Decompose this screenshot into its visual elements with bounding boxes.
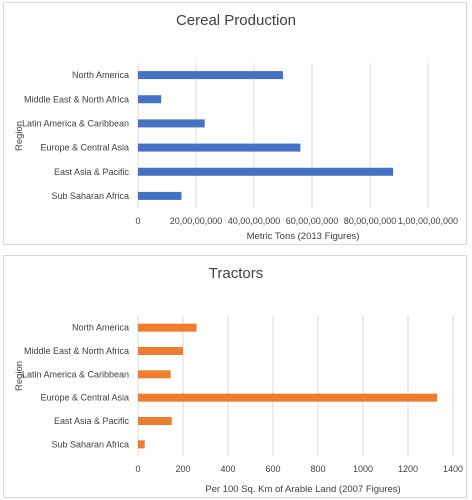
bar bbox=[138, 370, 171, 379]
chart-title: Cereal Production bbox=[176, 12, 296, 29]
cereal-production-svg: Cereal Production Metric Tons (2013 Figu… bbox=[14, 12, 458, 242]
category-label: East Asia & Pacific bbox=[54, 167, 130, 177]
cereal-production-chart: Cereal Production Metric Tons (2013 Figu… bbox=[3, 2, 467, 245]
category-label: North America bbox=[72, 323, 129, 333]
x-tick-label: 40,00,00,000 bbox=[228, 216, 281, 226]
bar bbox=[138, 119, 205, 128]
bar bbox=[138, 71, 283, 80]
x-tick-label: 200 bbox=[175, 464, 190, 474]
tractors-svg: Tractors Per 100 Sq. Km of Arable Land (… bbox=[14, 265, 463, 495]
x-tick-label: 20,00,00,000 bbox=[170, 216, 223, 226]
bar bbox=[138, 143, 301, 152]
x-tick-label: 60,00,00,000 bbox=[286, 216, 339, 226]
x-tick-label: 1400 bbox=[443, 464, 463, 474]
x-tick-label: 1200 bbox=[398, 464, 418, 474]
y-axis-label: Region bbox=[14, 361, 25, 391]
category-label: Middle East & North Africa bbox=[24, 346, 129, 356]
x-axis-label: Per 100 Sq. Km of Arable Land (2007 Figu… bbox=[205, 484, 400, 495]
bar bbox=[138, 167, 394, 176]
x-tick-label: 0 bbox=[135, 216, 140, 226]
x-tick-label: 0 bbox=[135, 464, 140, 474]
x-tick-label: 1000 bbox=[353, 464, 373, 474]
x-tick-label: 1,00,00,00,000 bbox=[398, 216, 458, 226]
x-tick-label: 600 bbox=[265, 464, 280, 474]
chart-title: Tractors bbox=[209, 265, 263, 282]
category-label: Sub Saharan Africa bbox=[51, 439, 129, 449]
bar bbox=[138, 347, 183, 355]
bar bbox=[138, 95, 162, 104]
category-label: North America bbox=[72, 70, 129, 80]
bar bbox=[138, 191, 182, 200]
category-label: Europe & Central Asia bbox=[40, 143, 129, 153]
category-label: Latin America & Caribbean bbox=[22, 118, 129, 128]
bar bbox=[138, 323, 197, 332]
y-axis-label: Region bbox=[14, 121, 25, 151]
category-label: Sub Saharan Africa bbox=[51, 191, 129, 201]
tractors-chart: Tractors Per 100 Sq. Km of Arable Land (… bbox=[3, 255, 467, 498]
x-tick-label: 80,00,00,000 bbox=[344, 216, 397, 226]
x-tick-label: 800 bbox=[310, 464, 325, 474]
x-axis-label: Metric Tons (2013 Figures) bbox=[247, 231, 360, 242]
bar bbox=[138, 440, 145, 449]
category-label: Latin America & Caribbean bbox=[22, 369, 129, 379]
bar bbox=[138, 393, 438, 402]
category-label: Middle East & North Africa bbox=[24, 94, 129, 104]
bar bbox=[138, 417, 172, 425]
x-tick-label: 400 bbox=[220, 464, 235, 474]
category-label: East Asia & Pacific bbox=[54, 416, 130, 426]
category-label: Europe & Central Asia bbox=[40, 393, 129, 403]
